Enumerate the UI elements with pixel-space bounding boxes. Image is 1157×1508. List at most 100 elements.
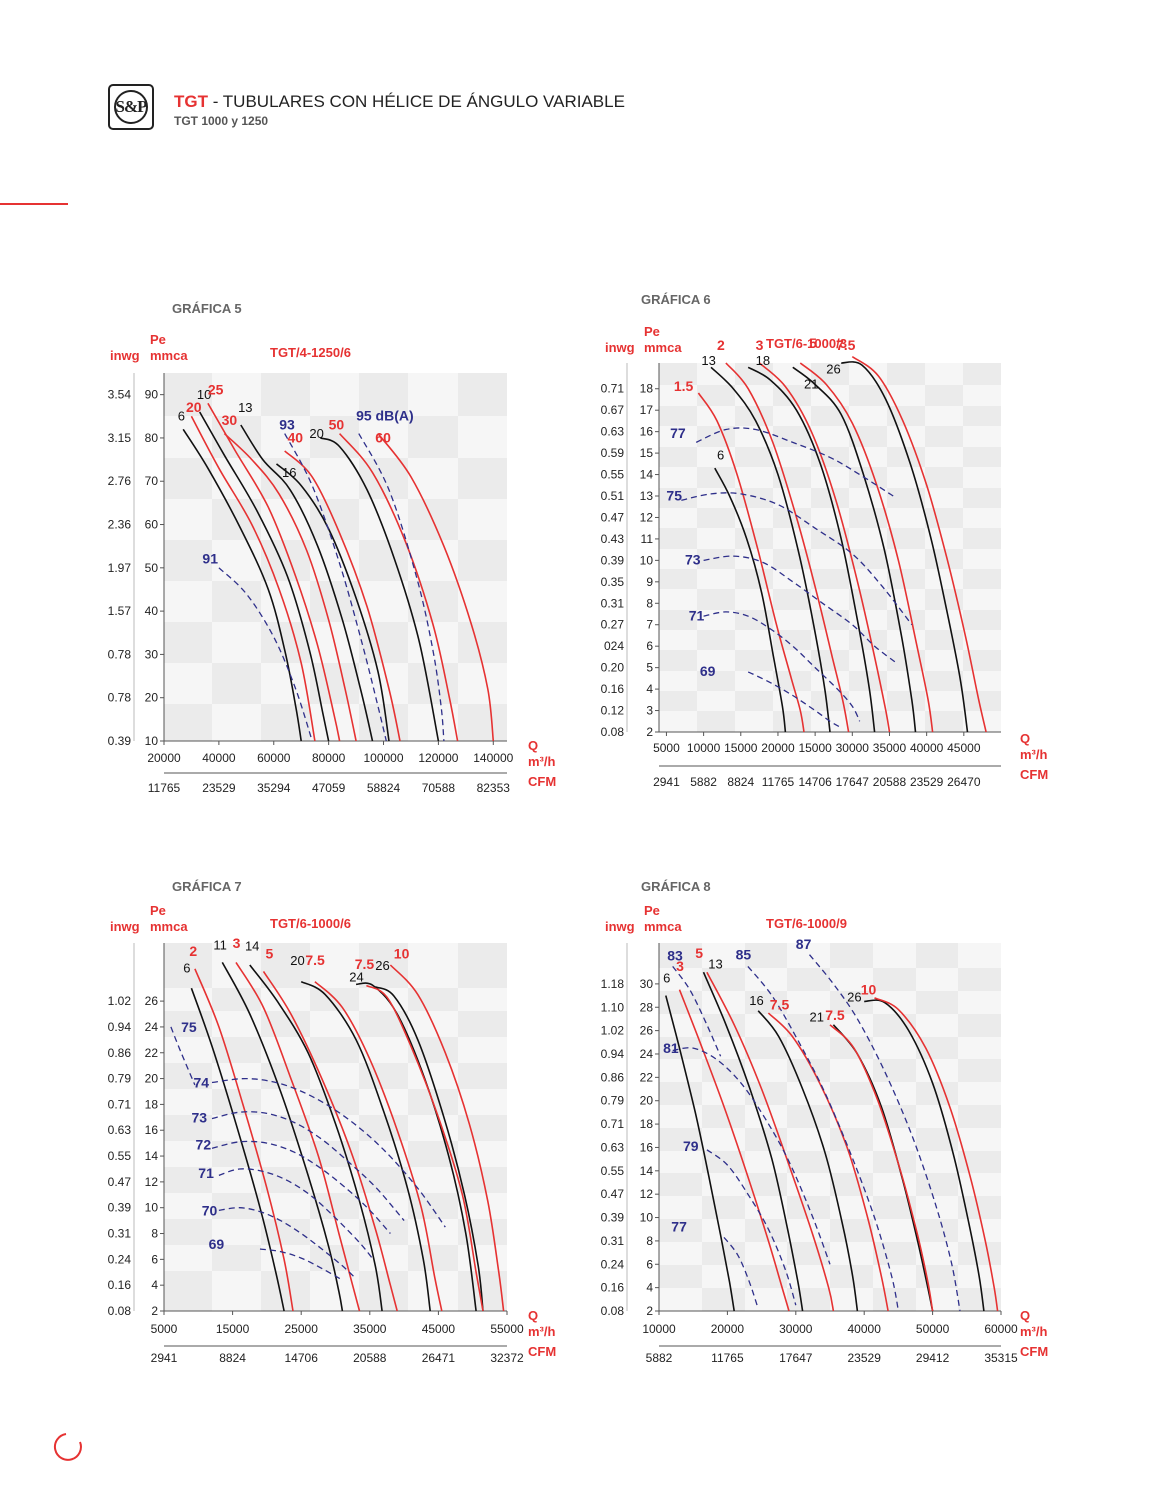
bg-tile [849,589,887,610]
page-subtitle: TGT 1000 y 1250 [174,114,269,128]
bg-tile [916,1219,958,1242]
curve-label-black: 26 [826,362,840,377]
bg-tile [458,622,507,663]
bg-tile [773,426,811,447]
x-tick-label-cfm: 23529 [202,781,236,795]
bg-tile [811,650,849,671]
bg-tile [359,373,408,416]
x-tick-label-cfm: 5882 [690,775,717,789]
x-tick-label-cfm: 26470 [947,775,981,789]
bg-tile [830,1242,873,1265]
x-tick-label: 15000 [216,1322,250,1336]
series-black-13 [710,366,831,733]
curve-label-red: 5 [266,945,274,961]
bg-tile [261,1167,310,1193]
bg-tile [659,549,697,569]
curve-label-red: 3 [676,958,684,974]
y-tick-label-inwg: 0.86 [601,1070,625,1084]
series-red-5 [262,970,398,1312]
y-title-mmca: mmca [644,919,682,934]
y-tick-label-inwg: 0.27 [601,618,625,632]
bg-tile [659,1059,702,1082]
bg-tile [697,385,735,406]
curve-label-blue: 75 [181,1019,197,1035]
bg-tile [408,988,458,1011]
bg-tile [164,1219,212,1245]
curve-label-black: 16 [749,993,763,1008]
bg-tile [458,540,507,581]
y-tick-label-mmca: 15 [640,446,654,460]
x-tick-label: 20000 [711,1322,745,1336]
y-tick-label-inwg: 0.67 [601,403,625,417]
bg-tile [916,1082,958,1105]
series-red-5 [799,362,934,733]
curve-label-black: 21 [809,1009,823,1024]
bg-tile [787,943,830,968]
y-tick-label-mmca: 4 [646,1281,653,1295]
bg-tile [887,630,925,650]
y-tick-label-mmca: 5 [646,661,653,675]
bg-tile [702,1265,745,1288]
bg-tile [408,943,458,988]
series-blue-77 [695,427,894,497]
bg-tile [659,1151,702,1173]
y-tick-label-mmca: 6 [646,639,653,653]
bg-tile [735,691,773,711]
bg-tile [916,1105,958,1128]
bg-tile [164,373,212,416]
series-red-7-5 [366,984,484,1312]
y-tick-label-inwg: 2.36 [108,518,132,532]
bg-tile [659,1128,702,1151]
series-red-7-5 [314,981,443,1312]
y-title-pe: Pe [150,332,166,347]
series-blue-73 [211,1111,405,1222]
bg-tile [925,610,963,630]
series-black-6 [182,428,302,742]
series-blue-79 [706,1149,797,1306]
x-tick-label-cfm: 35315 [984,1351,1018,1365]
y-tick-label-inwg: 0.78 [108,691,132,705]
bg-tile [963,406,1001,426]
bg-tile [164,988,212,1011]
bg-tile [458,373,507,416]
bg-tile [702,968,745,991]
series-red-3 [235,961,361,1312]
bg-tile [849,711,887,732]
y-tick-label-inwg: 0.78 [108,647,132,661]
curve-label-black: 6 [663,971,670,986]
x-tick-label-cfm: 26471 [422,1351,456,1365]
bg-tile [310,1271,359,1311]
bg-tile [811,406,849,426]
series-blue-71 [218,1168,374,1260]
bg-tile [458,988,507,1011]
bg-tile [916,943,958,968]
bg-tile [787,1288,830,1311]
x-title-cfm: CFM [1020,1344,1048,1359]
bg-tile [408,1193,458,1219]
y-title-mmca: mmca [150,919,188,934]
x-tick-label: 40000 [848,1322,882,1336]
curve-label-black: 13 [238,400,252,415]
bg-tile [735,671,773,691]
curve-label-black: 13 [708,957,722,972]
bg-tile [887,488,925,508]
y-tick-label-mmca: 14 [640,468,654,482]
y-tick-label-mmca: 16 [640,1140,654,1154]
bg-tile [458,1167,507,1193]
bg-tile [773,508,811,528]
curve-label-black: 24 [349,970,363,985]
x-tick-label: 10000 [642,1322,676,1336]
series-red-5 [706,971,835,1312]
curve-label-blue: 69 [700,663,716,679]
bg-tile [925,630,963,650]
bg-tile [212,1245,261,1271]
y-tick-label-inwg: 0.24 [601,1257,625,1271]
bg-tile [916,1242,958,1265]
curve-label-red: 1.5 [674,378,694,394]
series-black-14 [249,964,383,1312]
bg-tile [359,943,408,988]
bg-tile [697,691,735,711]
bg-tile [887,569,925,589]
bg-tile [925,691,963,711]
bg-tile [925,569,963,589]
